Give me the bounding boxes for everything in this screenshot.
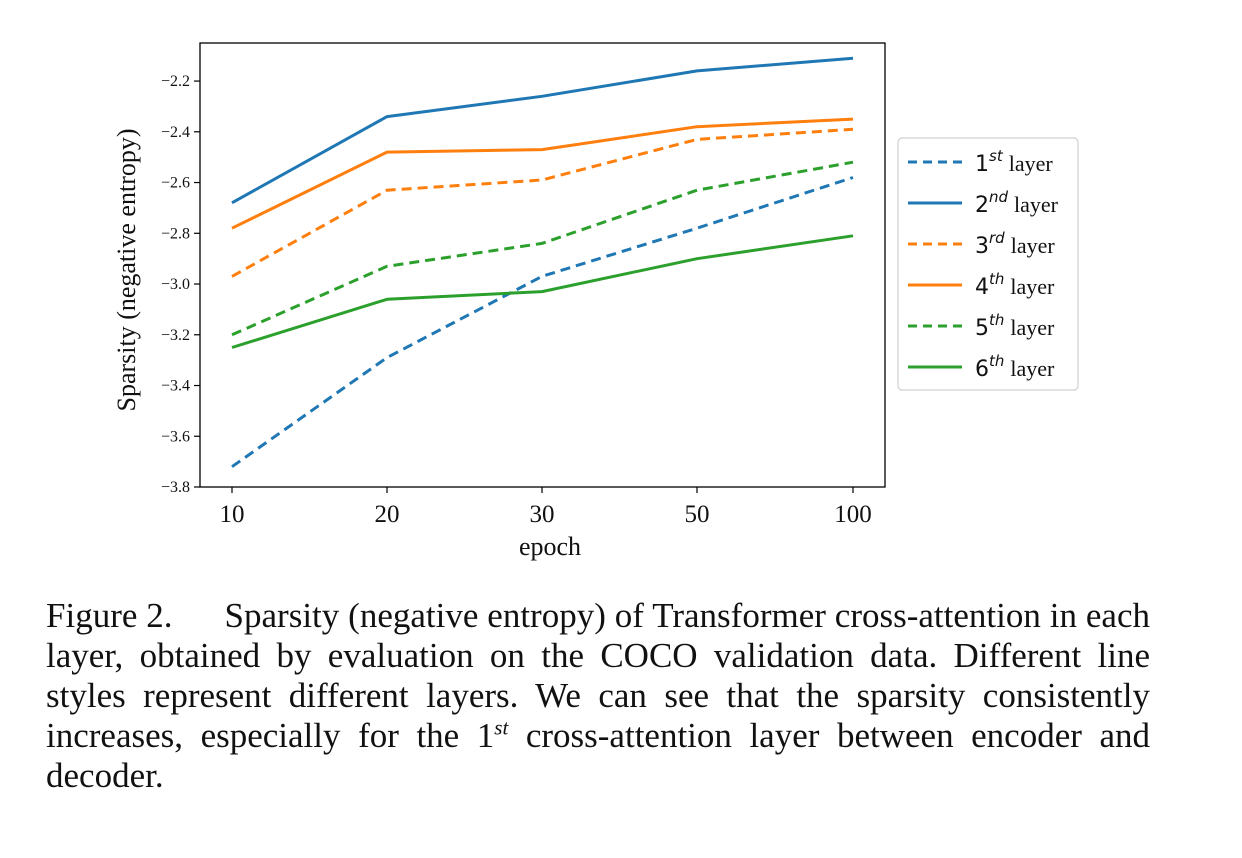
- x-tick-label: 30: [530, 501, 555, 528]
- legend-word: layer: [1010, 315, 1055, 340]
- legend-label-layer-1: 1st layer: [975, 147, 1053, 177]
- legend-label-layer-4: 4th layer: [975, 270, 1055, 300]
- y-tick-label: −3.0: [161, 276, 190, 293]
- legend-word: layer: [1009, 151, 1054, 176]
- legend-label-layer-2: 2nd layer: [975, 188, 1059, 218]
- sparsity-line-chart: −2.2 −2.4 −2.6 −2.8 −3.0 −3.2 −3.4 −3.6 −3.8 10 2…: [112, 42, 1079, 561]
- y-tick-label: −2.8: [161, 225, 190, 242]
- series-line-layer-6: [231, 234, 854, 349]
- y-tick-label: −2.6: [161, 175, 190, 192]
- legend-label-layer-3: 3rd layer: [975, 229, 1055, 259]
- legend-word: layer: [1010, 356, 1055, 381]
- y-tick-label: −3.2: [161, 327, 190, 344]
- legend-word: layer: [1014, 192, 1059, 217]
- legend-ordinal-suffix: th: [989, 352, 1004, 370]
- y-axis: −2.2 −2.4 −2.6 −2.8 −3.0 −3.2 −3.4 −3.6 −3.8: [161, 73, 200, 496]
- legend-ordinal: 1: [975, 152, 989, 177]
- legend-ordinal-suffix: th: [989, 311, 1004, 329]
- series-line-layer-2: [231, 56, 854, 205]
- caption-superscript: st: [494, 715, 509, 740]
- series-line-layer-4: [231, 117, 854, 230]
- legend-ordinal: 4: [975, 275, 989, 300]
- legend-ordinal: 3: [975, 234, 989, 259]
- series-line-layer-3: [231, 127, 854, 278]
- figure-caption: Figure 2. Sparsity (negative entropy) of …: [46, 596, 1150, 796]
- legend-word: layer: [1011, 233, 1056, 258]
- legend-ordinal-suffix: nd: [989, 188, 1009, 206]
- caption-text: Sparsity (negative entropy) of Transform…: [46, 596, 1150, 755]
- caption-text-end: cross-attention layer between encoder an…: [46, 716, 1150, 795]
- legend-ordinal-suffix: th: [989, 270, 1004, 288]
- legend-ordinal: 6: [975, 357, 989, 382]
- legend-ordinal-suffix: rd: [989, 229, 1005, 247]
- legend-ordinal: 2: [975, 193, 989, 218]
- series-line-layer-1: [231, 176, 854, 468]
- plot-frame: [199, 42, 886, 488]
- y-tick-label: −2.4: [161, 124, 190, 141]
- x-tick-label: 10: [220, 501, 245, 528]
- legend-ordinal: 5: [975, 316, 989, 341]
- legend-label-layer-6: 6th layer: [975, 352, 1055, 382]
- caption-label: Figure 2.: [46, 596, 173, 635]
- legend-ordinal-suffix: st: [989, 147, 1004, 165]
- legend-label-layer-5: 5th layer: [975, 311, 1055, 341]
- x-tick-label: 100: [834, 501, 872, 528]
- y-tick-label: −2.2: [161, 73, 190, 90]
- x-tick-label: 50: [685, 501, 710, 528]
- x-axis-label: epoch: [519, 532, 581, 561]
- y-tick-label: −3.8: [161, 479, 190, 496]
- plot-lines: [231, 56, 854, 468]
- y-axis-label: Sparsity (negative entropy): [112, 128, 141, 411]
- y-tick-label: −3.4: [161, 378, 190, 395]
- x-axis: 10 20 30 50 100: [220, 487, 872, 528]
- series-line-layer-5: [231, 160, 854, 337]
- x-tick-label: 20: [375, 501, 400, 528]
- legend-word: layer: [1010, 274, 1055, 299]
- y-tick-label: −3.6: [161, 428, 190, 445]
